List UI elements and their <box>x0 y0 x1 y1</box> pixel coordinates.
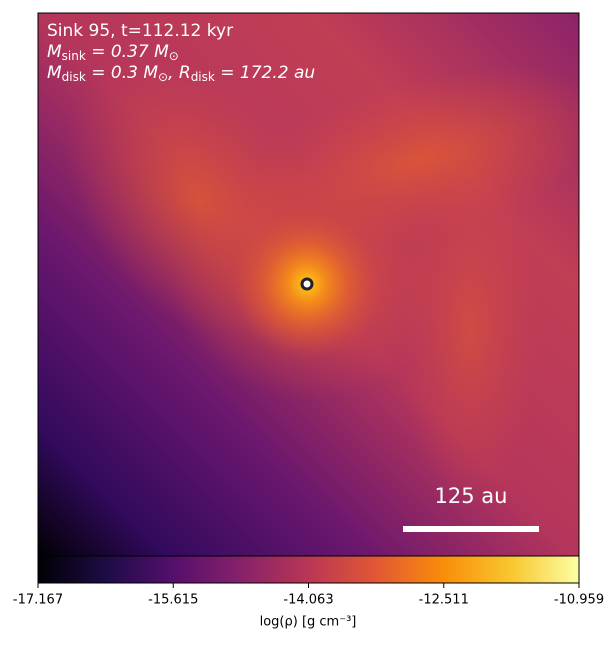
annotation-text: = 0.37 M <box>86 42 169 62</box>
tick-label: -15.615 <box>148 593 198 608</box>
tick-label: -12.511 <box>419 593 469 608</box>
sink-marker <box>300 277 314 291</box>
density-map <box>38 13 579 556</box>
tick-label: -14.063 <box>283 593 333 608</box>
annotation-text: , R <box>168 63 191 83</box>
subscript: ⊙ <box>169 49 179 63</box>
tick-label: -17.167 <box>13 593 63 608</box>
annotation: Msink = 0.37 M⊙ <box>47 42 179 63</box>
subscript: disk <box>191 70 215 84</box>
annotation-text: = 0.3 M <box>86 63 158 83</box>
annotation: Sink 95, t=112.12 kyr <box>47 21 233 41</box>
colorbar-label: log(ρ) [g cm⁻³] <box>260 615 357 630</box>
annotation: Mdisk = 0.3 M⊙, Rdisk = 172.2 au <box>47 63 315 84</box>
colorbar <box>37 555 580 584</box>
colorbar-ticks: -17.167 -15.615 -14.063 -12.511 -10.959 <box>13 583 604 608</box>
annotation-text: M <box>47 42 62 62</box>
subscript: disk <box>62 70 86 84</box>
subscript: ⊙ <box>158 70 168 84</box>
scale-bar <box>403 526 539 532</box>
scale-bar-label: 125 au <box>435 484 508 508</box>
subscript: sink <box>62 49 86 63</box>
annotation-text: = 172.2 au <box>215 63 316 83</box>
annotation-text: M <box>47 63 62 83</box>
tick-label: -10.959 <box>554 593 604 608</box>
